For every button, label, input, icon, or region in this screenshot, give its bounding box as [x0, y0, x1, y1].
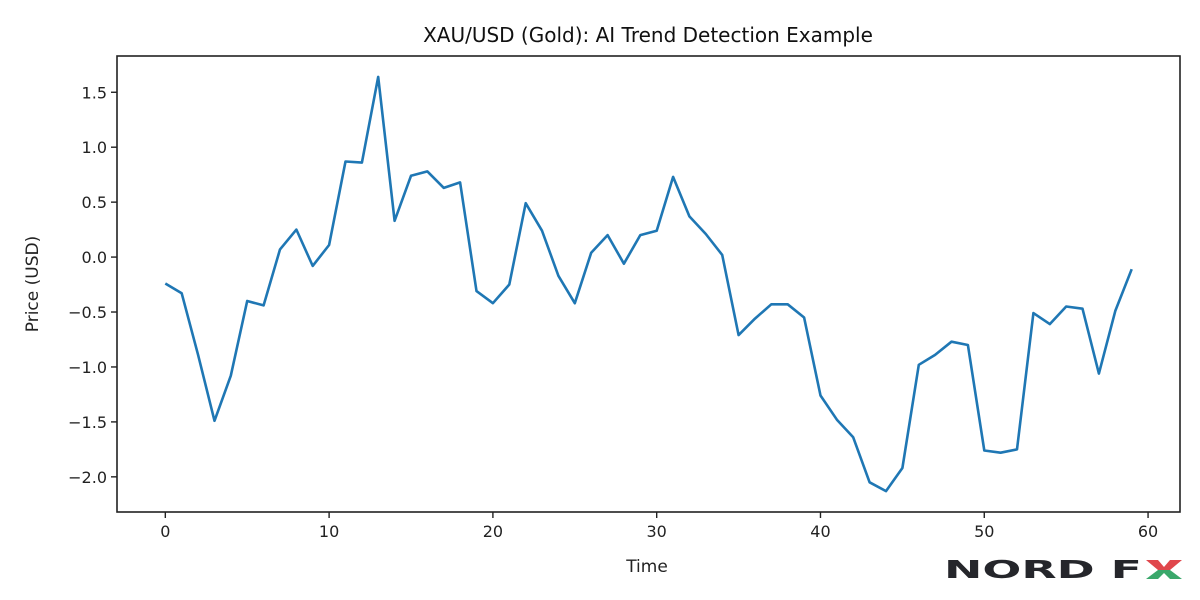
- x-tick-label: 20: [483, 522, 503, 541]
- nordfx-logo: NORD F: [944, 555, 1182, 584]
- x-axis: 0 10 20 30 40 50 60: [160, 512, 1158, 541]
- y-tick-label: 0.5: [82, 193, 107, 212]
- logo-x-top-icon: [1146, 560, 1182, 570]
- logo-x-bottom-icon: [1146, 570, 1182, 579]
- price-series-line: [164, 75, 1133, 493]
- x-tick-label: 30: [647, 522, 667, 541]
- x-tick-label: 0: [160, 522, 170, 541]
- y-axis: 1.5 1.0 0.5 0.0 −0.5 −1.0 −1.5 −2.0: [68, 83, 117, 487]
- x-axis-label: Time: [625, 557, 668, 577]
- y-tick-label: 1.0: [82, 138, 107, 157]
- x-tick-label: 50: [974, 522, 994, 541]
- x-tick-label: 40: [810, 522, 830, 541]
- y-axis-label: Price (USD): [23, 236, 43, 332]
- y-tick-label: −0.5: [68, 303, 107, 322]
- y-tick-label: −1.5: [68, 413, 107, 432]
- y-tick-label: −2.0: [68, 468, 107, 487]
- plot-frame: [116, 55, 1181, 513]
- logo-text: NORD F: [944, 555, 1142, 584]
- y-tick-label: 0.0: [82, 248, 107, 267]
- x-tick-label: 10: [319, 522, 339, 541]
- y-tick-label: −1.0: [68, 358, 107, 377]
- chart-title: XAU/USD (Gold): AI Trend Detection Examp…: [423, 23, 873, 47]
- y-tick-label: 1.5: [82, 83, 107, 102]
- x-tick-label: 60: [1138, 522, 1158, 541]
